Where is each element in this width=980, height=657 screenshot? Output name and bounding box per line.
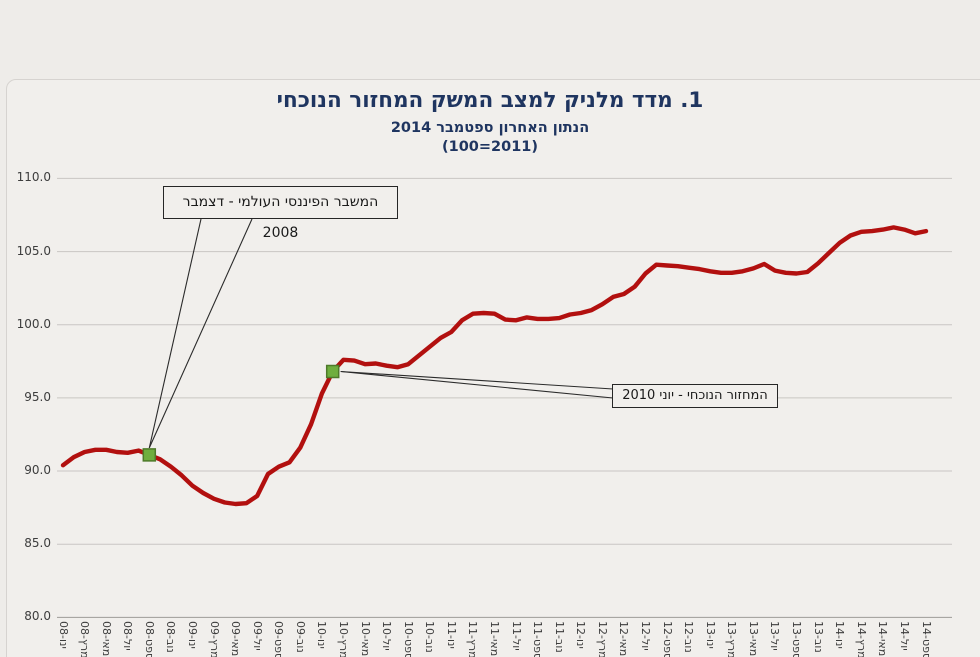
x-tick-label: יול-08 xyxy=(121,621,135,651)
annotation-financial-crisis-2008: המשבר הפיננסי העולמי - דצמבר 2008 xyxy=(163,186,398,241)
x-tick-label: ספט-12 xyxy=(660,621,674,657)
x-tick-label: מרץ-08 xyxy=(78,621,92,657)
x-tick-label: מאי-09 xyxy=(229,621,243,657)
x-tick-label: מאי-13 xyxy=(746,621,760,657)
x-tick-label: מאי-10 xyxy=(358,621,372,657)
x-tick-label: מאי-11 xyxy=(488,621,501,657)
chart-base-note: (100=2011) xyxy=(441,139,539,155)
y-tick-label: 100.0 xyxy=(16,316,51,331)
y-tick-label: 90.0 xyxy=(24,463,51,478)
x-tick-label: יול-10 xyxy=(380,621,394,651)
x-tick-label: נוב-08 xyxy=(164,621,178,653)
x-tick-label: יול-12 xyxy=(639,621,653,651)
x-tick-label: ינו-12 xyxy=(574,621,588,649)
callout-leader-line xyxy=(340,370,614,390)
y-tick-label: 80.0 xyxy=(24,609,51,624)
x-tick-label: יול-11 xyxy=(509,621,523,651)
x-tick-label: נוב-13 xyxy=(811,621,825,653)
callout-leader-line xyxy=(148,218,253,449)
x-tick-label: יול-09 xyxy=(250,621,264,651)
x-tick-label: מאי-12 xyxy=(617,621,631,657)
y-tick-label: 95.0 xyxy=(24,389,51,404)
y-tick-label: 110.0 xyxy=(16,170,51,185)
chart-subtitle: הנתון האחרון ספטמבר 2014 xyxy=(390,120,590,136)
chart-title: 1. מדד מלניק למצב המשק המחזור הנוכחי xyxy=(276,88,704,113)
x-tick-label: ספט-11 xyxy=(531,621,545,657)
x-tick-label: ינו-09 xyxy=(185,621,199,649)
x-tick-label: מרץ-09 xyxy=(207,621,221,657)
x-tick-label: נוב-10 xyxy=(423,621,437,653)
x-tick-label: ינו-08 xyxy=(56,621,70,649)
x-tick-label: ספט-10 xyxy=(401,621,415,657)
event-marker xyxy=(325,364,340,379)
y-tick-label: 105.0 xyxy=(16,243,51,258)
callout-leader-line xyxy=(340,370,614,399)
x-tick-label: ספט-13 xyxy=(790,621,804,657)
x-tick-label: נוב-12 xyxy=(682,621,696,653)
x-tick-label: נוב-09 xyxy=(293,621,307,653)
x-tick-label: ינו-14 xyxy=(833,621,847,649)
y-tick-label: 85.0 xyxy=(24,536,51,551)
x-tick-label: ינו-10 xyxy=(315,621,329,649)
x-tick-label: מאי-08 xyxy=(99,621,113,657)
x-tick-label: מאי-14 xyxy=(876,621,890,657)
x-tick-label: ספט-14 xyxy=(919,621,933,657)
x-tick-label: ספט-08 xyxy=(142,621,156,657)
x-tick-label: ינו-11 xyxy=(444,621,458,649)
x-tick-label: ינו-13 xyxy=(703,621,717,649)
x-tick-label: ספט-09 xyxy=(272,621,286,657)
x-tick-label: יול-14 xyxy=(897,621,911,651)
annotation-current-cycle-2010: המחזור הנוכחי - יוני 2010 xyxy=(612,384,778,408)
x-tick-label: מרץ-12 xyxy=(595,621,609,657)
x-tick-label: מרץ-14 xyxy=(854,621,868,657)
callout-leader-line xyxy=(148,218,202,449)
chart-frame xyxy=(6,79,980,657)
x-tick-label: יול-13 xyxy=(768,621,782,651)
index-series-line xyxy=(60,225,929,507)
x-tick-label: מרץ-10 xyxy=(336,621,350,657)
x-tick-label: מרץ-11 xyxy=(466,621,480,657)
event-marker xyxy=(142,448,157,462)
x-tick-label: מרץ-13 xyxy=(725,621,739,657)
x-tick-label: נוב-11 xyxy=(552,621,566,653)
